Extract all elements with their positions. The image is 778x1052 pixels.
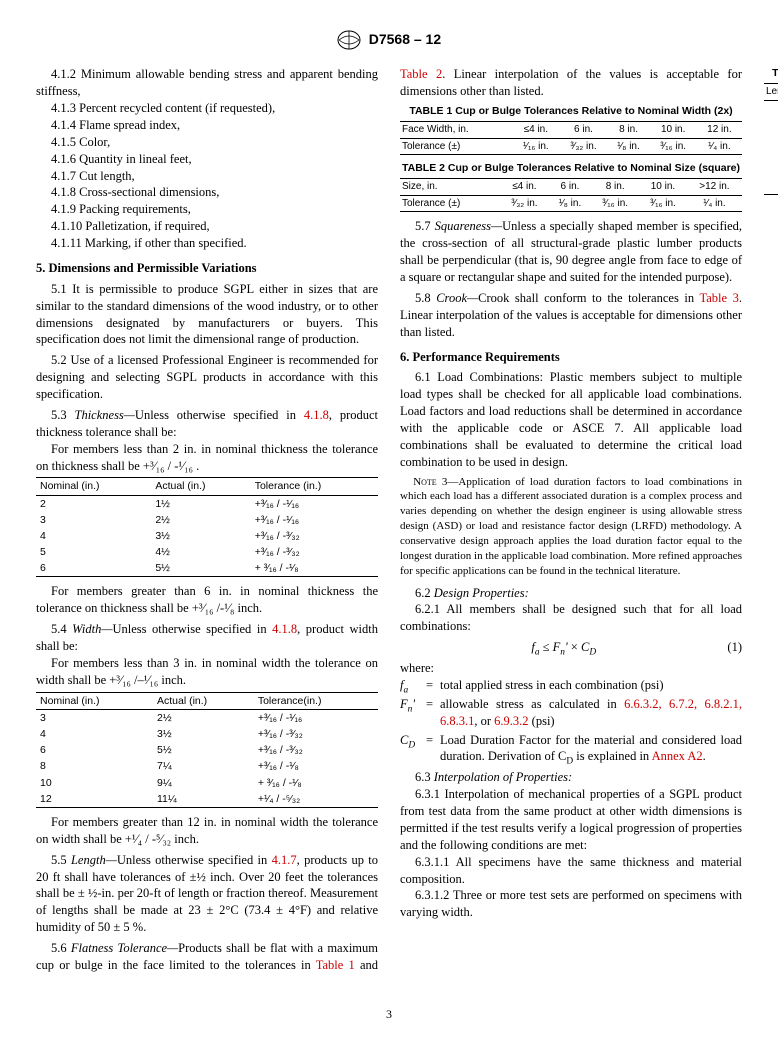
ref-4-1-8[interactable]: 4.1.8 <box>304 408 329 422</box>
two-column-body: 4.1.2 Minimum allowable bending stress a… <box>36 66 742 996</box>
table-row: 65½+³⁄₁₆ / -³⁄₃₂ <box>36 742 378 758</box>
equation-1: fa ≤ Fn' × CD(1) <box>400 639 742 656</box>
astm-logo-icon <box>337 30 361 50</box>
item-4-1-9: 4.1.9 Packing requirements, <box>36 201 378 218</box>
para-5-7: 5.7 Squareness—Unless a specially shaped… <box>400 218 742 286</box>
ref-6-9-3-2[interactable]: 6.9.3.2 <box>494 714 528 728</box>
table-row: 10¾ in.½ in.½ in.½ in.½ in. <box>764 132 778 148</box>
table-row: 1211¼+¹⁄₄ / -⁵⁄₃₂ <box>36 791 378 808</box>
where-label: where: <box>400 660 742 677</box>
para-5-3-sub: For members less than 2 in. in nominal t… <box>36 441 378 475</box>
para-5-8: 5.8 Crook—Crook shall conform to the tol… <box>400 290 742 341</box>
table-row: 54½+³⁄₁₆ / -³⁄₃₂ <box>36 544 378 560</box>
table-row: 121 in.⁷⁄₈ in.¹³⁄₁₆ in.¹³⁄₁₆ in.¹³⁄₁₆ in… <box>764 147 778 163</box>
item-4-1-7: 4.1.7 Cut length, <box>36 168 378 185</box>
ref-4-1-7[interactable]: 4.1.7 <box>272 853 297 867</box>
thickness-table: Nominal (in.)Actual (in.)Tolerance (in.)… <box>36 477 378 577</box>
where-fn: Fn'= allowable stress as calculated in 6… <box>400 696 742 730</box>
where-fa: fa= total applied stress in each combina… <box>400 677 742 694</box>
para-5-5: 5.5 Length—Unless otherwise specified in… <box>36 852 378 936</box>
width-table: Nominal (in.)Actual (in.)Tolerance(in.) … <box>36 692 378 808</box>
table-row: 32½+³⁄₁₆ / -¹⁄₁₆ <box>36 512 378 528</box>
table-row: 109¼+ ³⁄₁₆ / -¹⁄₈ <box>36 775 378 791</box>
para-6-2-1: 6.2.1 All members shall be designed such… <box>400 601 742 635</box>
para-5-4-sub: For members less than 3 in. in nominal w… <box>36 655 378 689</box>
ref-table-3[interactable]: Table 3 <box>699 291 738 305</box>
ref-4-1-8b[interactable]: 4.1.8 <box>272 622 297 636</box>
section-6-title: 6. Performance Requirements <box>400 349 742 366</box>
table-row: 21½+³⁄₁₆ / -¹⁄₁₆ <box>36 495 378 512</box>
para-5-3-after: For members greater than 6 in. in nomina… <box>36 583 378 617</box>
ref-table-2[interactable]: Table 2 <box>400 67 442 81</box>
table-3-caption: TABLE 3 Crook Tolerances Relative to Nom… <box>764 66 778 80</box>
table-row: 141-¼ in.1-¹⁄₈ in.1 in.1 in.1 in. <box>764 163 778 179</box>
item-4-1-3: 4.1.3 Percent recycled content (if reque… <box>36 100 378 117</box>
item-4-1-10: 4.1.10 Palletization, if required, <box>36 218 378 235</box>
page-header: D7568 – 12 <box>36 30 742 50</box>
para-5-3: 5.3 Thickness—Unless otherwise specified… <box>36 407 378 441</box>
table-row: Tolerance (±)³⁄₃₂ in.¹⁄₈ in.³⁄₁₆ in.³⁄₁₆… <box>400 195 742 212</box>
para-6-3-1-1: 6.3.1.1 All specimens have the same thic… <box>400 854 742 888</box>
table-row: 43½+³⁄₁₆ / -³⁄₃₂ <box>36 528 378 544</box>
para-6-2: 6.2 Design Properties: <box>400 585 742 602</box>
para-6-3: 6.3 Interpolation of Properties: <box>400 769 742 786</box>
note-3: Note 3—Application of load duration fact… <box>400 475 742 579</box>
table-row: 161-½ in.1-³⁄₈ in.1-¹⁄₈ in.1-¹⁄₈ in.1-¹⁄… <box>764 178 778 194</box>
para-5-2: 5.2 Use of a licensed Professional Engin… <box>36 352 378 403</box>
table-1: Face Width, in.≤4 in.6 in.8 in.10 in.12 … <box>400 121 742 155</box>
table-1-caption: TABLE 1 Cup or Bulge Tolerances Relative… <box>400 104 742 118</box>
item-4-1-2: 4.1.2 Minimum allowable bending stress a… <box>36 66 378 100</box>
ref-table-1[interactable]: Table 1 <box>316 958 355 972</box>
table-row: 32½+³⁄₁₆ / -¹⁄₁₆ <box>36 709 378 726</box>
ref-annex-a2[interactable]: Annex A2 <box>652 749 703 763</box>
table-row: Tolerance (±)¹⁄₁₆ in.³⁄₃₂ in.¹⁄₈ in.³⁄₁₆… <box>400 138 742 155</box>
table-2-caption: TABLE 2 Cup or Bulge Tolerances Relative… <box>400 161 742 175</box>
where-cd: CD= Load Duration Factor for the materia… <box>400 732 742 766</box>
para-6-3-1-2: 6.3.1.2 Three or more test sets are perf… <box>400 887 742 921</box>
item-4-1-8: 4.1.8 Cross-sectional dimensions, <box>36 184 378 201</box>
item-4-1-6: 4.1.6 Quantity in lineal feet, <box>36 151 378 168</box>
table-row: 4-6³⁄₈ in.¹⁄₄ in.³⁄₁₆ in.³⁄₁₆ in.³⁄₁₆ in… <box>764 100 778 116</box>
para-5-4-after: For members greater than 12 in. in nomin… <box>36 814 378 848</box>
para-5-1: 5.1 It is permissible to produce SGPL ei… <box>36 281 378 349</box>
table-row: 43½+³⁄₁₆ / -³⁄₃₂ <box>36 726 378 742</box>
para-5-4: 5.4 Width—Unless otherwise specified in … <box>36 621 378 655</box>
table-3: Length in Feet ≤4 in. Width 6 in. Width … <box>764 83 778 195</box>
section-5-title: 5. Dimensions and Permissible Variations <box>36 260 378 277</box>
table-row: 87¼+³⁄₁₆ / -¹⁄₈ <box>36 758 378 774</box>
item-4-1-11: 4.1.11 Marking, if other than specified. <box>36 235 378 252</box>
table-row: 65½+ ³⁄₁₆ / -¹⁄₈ <box>36 560 378 577</box>
table-row: 8½ in.½ in.³⁄₈ in.³⁄₈ in.³⁄₈ in. <box>764 116 778 132</box>
item-4-1-5: 4.1.5 Color, <box>36 134 378 151</box>
para-6-1: 6.1 Load Combinations: Plastic members s… <box>400 369 742 470</box>
table-2: Size, in.≤4 in.6 in.8 in.10 in.>12 in. T… <box>400 178 742 212</box>
std-number: D7568 – 12 <box>369 31 441 47</box>
item-4-1-4: 4.1.4 Flame spread index, <box>36 117 378 134</box>
page-number: 3 <box>36 1006 742 1022</box>
para-6-3-1: 6.3.1 Interpolation of mechanical proper… <box>400 786 742 854</box>
